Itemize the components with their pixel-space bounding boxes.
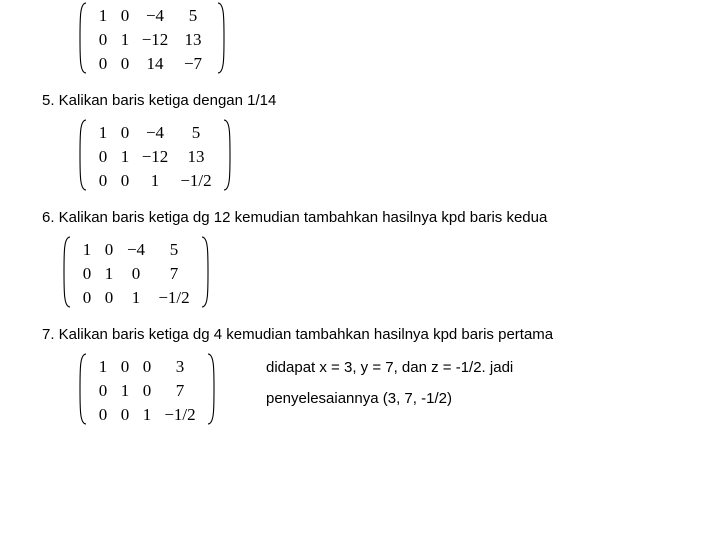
matrix-cell: 1 [76, 240, 98, 260]
matrix-cell: 0 [114, 171, 136, 191]
matrix-cell: 0 [92, 405, 114, 425]
matrix-cell: 1 [92, 123, 114, 143]
matrix-cell: −4 [136, 123, 174, 143]
matrix-cell: −1/2 [174, 171, 218, 191]
matrix-cell: 1 [136, 405, 158, 425]
matrix-cell: 7 [152, 264, 196, 284]
matrix-cell: 0 [92, 381, 114, 401]
matrix-cell: 13 [174, 30, 212, 50]
matrix-cell: 1 [92, 6, 114, 26]
matrix-cell: 0 [136, 381, 158, 401]
matrix-cell: 0 [136, 357, 158, 377]
matrix-row: 001−1/2 [92, 404, 202, 426]
matrix-body: 10−450107001−1/2 [72, 236, 200, 312]
matrix-cell: −4 [120, 240, 152, 260]
matrix-step6: 10−450107001−1/2 [62, 236, 210, 312]
matrix-cell: 1 [120, 288, 152, 308]
paren-left [62, 236, 72, 308]
matrix-cell: −1/2 [158, 405, 202, 425]
matrix-cell: 0 [92, 147, 114, 167]
matrix-body: 10−4501−1213001−1/2 [88, 119, 222, 195]
paren-right [206, 353, 216, 425]
paren-right [200, 236, 210, 308]
matrix-row: 0014−7 [92, 53, 212, 75]
matrix-cell: 1 [92, 357, 114, 377]
matrix-cell: 0 [98, 240, 120, 260]
matrix-cell: 13 [174, 147, 218, 167]
matrix-cell: 0 [92, 30, 114, 50]
matrix-row: 10−45 [76, 239, 196, 261]
matrix-step5: 10−4501−1213001−1/2 [78, 119, 232, 195]
matrix-initial: 10−4501−12130014−7 [78, 2, 226, 78]
solution-text: didapat x = 3, y = 7, dan z = -1/2. jadi… [266, 359, 513, 421]
matrix-cell: 0 [114, 54, 136, 74]
matrix-row: 10−45 [92, 5, 212, 27]
matrix-cell: −12 [136, 147, 174, 167]
paren-right [216, 2, 226, 74]
step-5-text: 5. Kalikan baris ketiga dengan 1/14 [42, 92, 720, 109]
matrix-cell: −4 [136, 6, 174, 26]
paren-left [78, 353, 88, 425]
matrix-cell: 0 [92, 54, 114, 74]
matrix-cell: −7 [174, 54, 212, 74]
matrix-cell: 0 [114, 357, 136, 377]
matrix-cell: 0 [114, 6, 136, 26]
solution-line1: didapat x = 3, y = 7, dan z = -1/2. jadi [266, 359, 513, 376]
matrix-cell: 5 [174, 6, 212, 26]
matrix-cell: 1 [136, 171, 174, 191]
matrix-cell: −12 [136, 30, 174, 50]
matrix-row: 1003 [92, 356, 202, 378]
step-6-text: 6. Kalikan baris ketiga dg 12 kemudian t… [42, 209, 720, 226]
matrix-cell: 5 [152, 240, 196, 260]
matrix-cell: 5 [174, 123, 218, 143]
solution-line2: penyelesaiannya (3, 7, -1/2) [266, 390, 513, 407]
matrix-cell: 0 [98, 288, 120, 308]
matrix-row: 001−1/2 [92, 170, 218, 192]
matrix-cell: 0 [76, 264, 98, 284]
matrix-cell: 1 [114, 30, 136, 50]
matrix-row: 0107 [76, 263, 196, 285]
matrix-body: 10−4501−12130014−7 [88, 2, 216, 78]
matrix-cell: 3 [158, 357, 202, 377]
matrix-row: 01−1213 [92, 146, 218, 168]
matrix-cell: 1 [114, 381, 136, 401]
matrix-cell: 0 [114, 123, 136, 143]
paren-left [78, 2, 88, 74]
matrix-cell: 7 [158, 381, 202, 401]
matrix-row: 01−1213 [92, 29, 212, 51]
paren-right [222, 119, 232, 191]
matrix-cell: 0 [92, 171, 114, 191]
matrix-cell: −1/2 [152, 288, 196, 308]
matrix-row: 10−45 [92, 122, 218, 144]
matrix-row: 0107 [92, 380, 202, 402]
paren-left [78, 119, 88, 191]
matrix-cell: 0 [76, 288, 98, 308]
step-7-text: 7. Kalikan baris ketiga dg 4 kemudian ta… [42, 326, 720, 343]
matrix-cell: 14 [136, 54, 174, 74]
matrix-cell: 1 [114, 147, 136, 167]
matrix-cell: 1 [98, 264, 120, 284]
matrix-row: 001−1/2 [76, 287, 196, 309]
matrix-step7: 10030107001−1/2 [78, 353, 216, 429]
matrix-body: 10030107001−1/2 [88, 353, 206, 429]
matrix-cell: 0 [114, 405, 136, 425]
matrix-cell: 0 [120, 264, 152, 284]
